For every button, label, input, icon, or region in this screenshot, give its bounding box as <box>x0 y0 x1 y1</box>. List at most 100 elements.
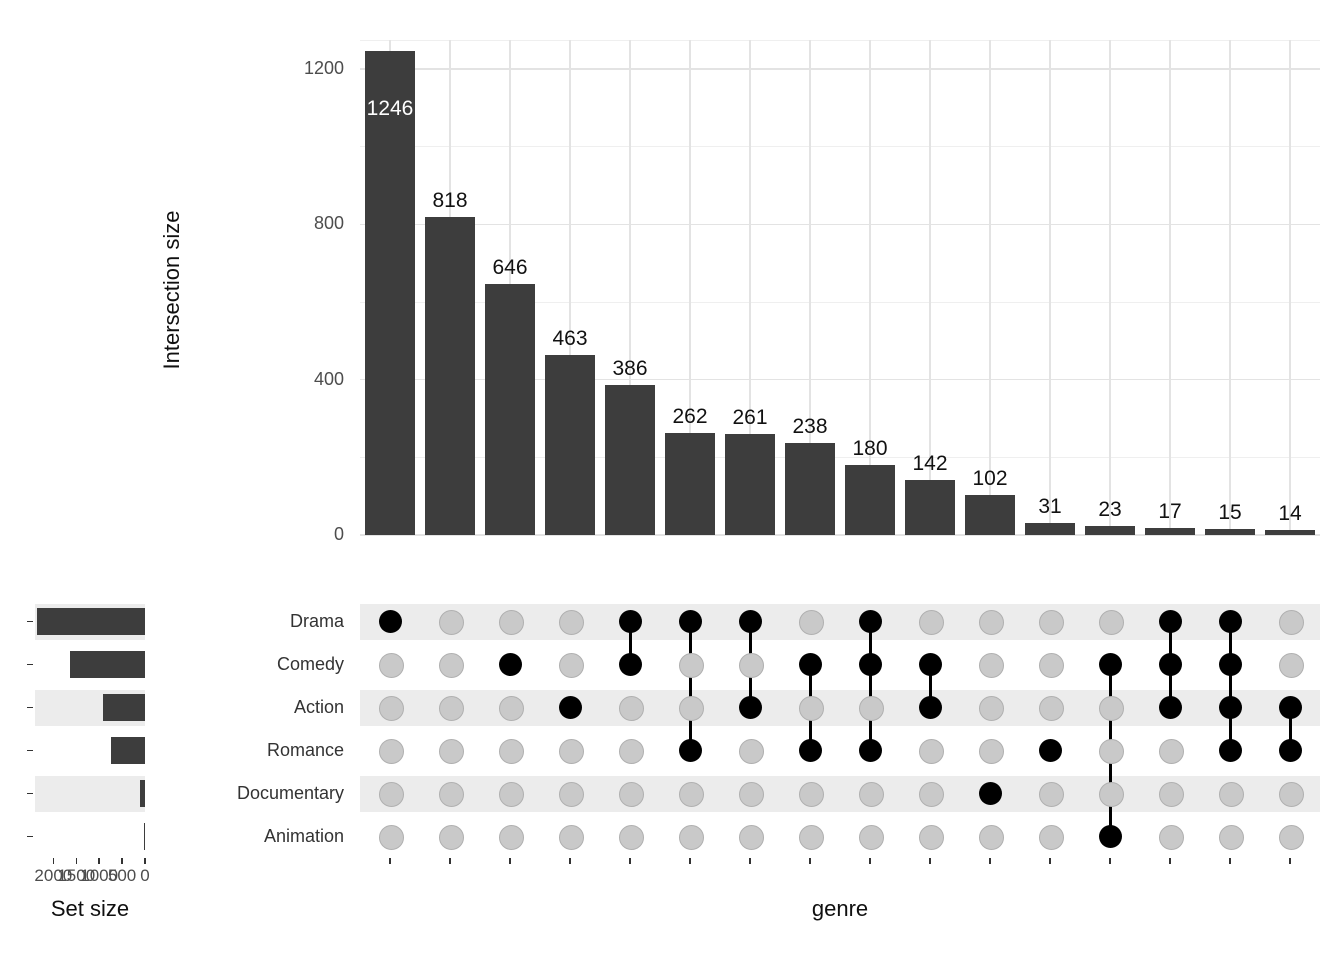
bar-value-label: 818 <box>432 189 468 213</box>
matrix-dot-active <box>498 653 522 676</box>
matrix-dot-inactive <box>1038 610 1064 635</box>
matrix-connector-line <box>928 664 932 708</box>
grid-line-major <box>360 223 1320 226</box>
matrix-dot-active <box>1158 696 1182 719</box>
column-tick <box>1109 858 1111 864</box>
set-row-label: Drama <box>289 610 344 631</box>
matrix-dot-active <box>858 739 882 762</box>
column-tick <box>509 858 511 864</box>
intersection-size-panel: 1246 818 646 463 386 262 261 238 180 142 102 31 23 17… <box>360 40 1320 536</box>
matrix-dot-active <box>738 610 762 633</box>
column-tick <box>389 858 391 864</box>
y-axis-tick-label: 0 <box>333 524 344 544</box>
intersection-bar <box>1145 528 1195 535</box>
matrix-dot-inactive <box>1038 825 1064 850</box>
matrix-dot-inactive <box>498 739 524 764</box>
set-row-label: Action <box>293 696 344 717</box>
matrix-dot-active <box>1158 653 1182 676</box>
matrix-dot-active <box>798 653 822 676</box>
matrix-dot-inactive <box>378 653 404 678</box>
matrix-connector-line <box>868 621 872 751</box>
matrix-dot-inactive <box>378 739 404 764</box>
row-stripe <box>35 775 145 812</box>
matrix-dot-inactive <box>918 825 944 850</box>
y-axis-tick-label: 800 <box>313 213 344 234</box>
bar-value-label: 463 <box>552 327 588 351</box>
bar-value-label: 238 <box>792 414 828 438</box>
grid-line-vertical <box>1049 40 1051 535</box>
set-size-tick-label: 2000 <box>34 866 73 885</box>
matrix-dot-inactive <box>378 782 404 807</box>
matrix-dot-inactive <box>798 696 824 721</box>
intersection-bar <box>905 479 955 535</box>
column-tick <box>689 858 691 864</box>
set-size-tick-label: 1500 <box>57 866 96 885</box>
set-row-label: Animation <box>263 825 344 846</box>
x-axis-title: genre <box>811 896 869 921</box>
matrix-dot-inactive <box>678 825 704 850</box>
matrix-dot-inactive <box>738 825 764 850</box>
grid-line-major <box>360 534 1320 536</box>
matrix-dot-inactive <box>1278 782 1304 807</box>
combination-matrix-panel <box>360 600 1320 858</box>
grid-line-vertical <box>1109 40 1111 535</box>
bar-value-label: 180 <box>852 437 888 461</box>
y-axis-tick-label: 400 <box>313 368 344 389</box>
matrix-dot-inactive <box>498 825 524 850</box>
matrix-dot-inactive <box>1278 653 1304 678</box>
matrix-dot-inactive <box>378 696 404 721</box>
matrix-dot-active <box>1098 653 1122 676</box>
bar-value-label: 646 <box>492 256 528 280</box>
matrix-dot-inactive <box>858 696 884 721</box>
matrix-dot-inactive <box>798 825 824 850</box>
grid-line-vertical <box>1289 40 1291 535</box>
column-tick <box>449 858 451 864</box>
matrix-dot-active <box>558 696 582 719</box>
matrix-dot-inactive <box>678 782 704 807</box>
matrix-dot-inactive <box>558 653 584 678</box>
matrix-dot-active <box>1218 739 1242 762</box>
matrix-dot-inactive <box>918 610 944 635</box>
matrix-dot-inactive <box>618 825 644 850</box>
matrix-dot-inactive <box>498 696 524 721</box>
grid-line-vertical <box>1229 40 1231 535</box>
set-size-bar <box>140 780 145 807</box>
grid-line-minor <box>360 40 1320 41</box>
matrix-dot-active <box>1158 610 1182 633</box>
grid-line-major <box>360 68 1320 70</box>
matrix-dot-inactive <box>918 739 944 764</box>
grid-line-minor <box>360 146 1320 148</box>
set-size-tick-label: 1000 <box>80 866 119 885</box>
matrix-dot-active <box>1218 610 1242 633</box>
matrix-dot-active <box>1098 825 1122 848</box>
grid-line-major <box>360 378 1320 381</box>
matrix-connector-line <box>1288 707 1292 751</box>
grid-line-vertical <box>689 40 691 535</box>
matrix-dot-inactive <box>438 739 464 764</box>
intersection-bar <box>1085 526 1135 535</box>
matrix-dot-inactive <box>558 610 584 635</box>
matrix-dot-active <box>1278 739 1302 762</box>
axis-tick <box>75 858 77 864</box>
matrix-dot-inactive <box>978 825 1004 850</box>
matrix-dot-inactive <box>1038 653 1064 678</box>
grid-line-vertical <box>1169 40 1171 535</box>
intersection-bar <box>725 433 775 535</box>
axis-tick <box>121 858 123 864</box>
matrix-dot-inactive <box>498 610 524 635</box>
matrix-dot-active <box>1038 739 1062 762</box>
column-tick <box>569 858 571 864</box>
bar-value-label: 261 <box>732 405 768 429</box>
matrix-connector-line <box>628 621 632 665</box>
grid-line-vertical <box>869 40 871 535</box>
matrix-dot-inactive <box>678 653 704 678</box>
matrix-dot-inactive <box>858 782 884 807</box>
matrix-dot-active <box>978 782 1002 805</box>
matrix-dot-inactive <box>978 696 1004 721</box>
grid-line-vertical <box>989 40 991 535</box>
set-size-panel <box>35 600 145 858</box>
set-size-bar <box>69 651 145 678</box>
matrix-dot-inactive <box>678 696 704 721</box>
intersection-bar <box>485 284 535 535</box>
